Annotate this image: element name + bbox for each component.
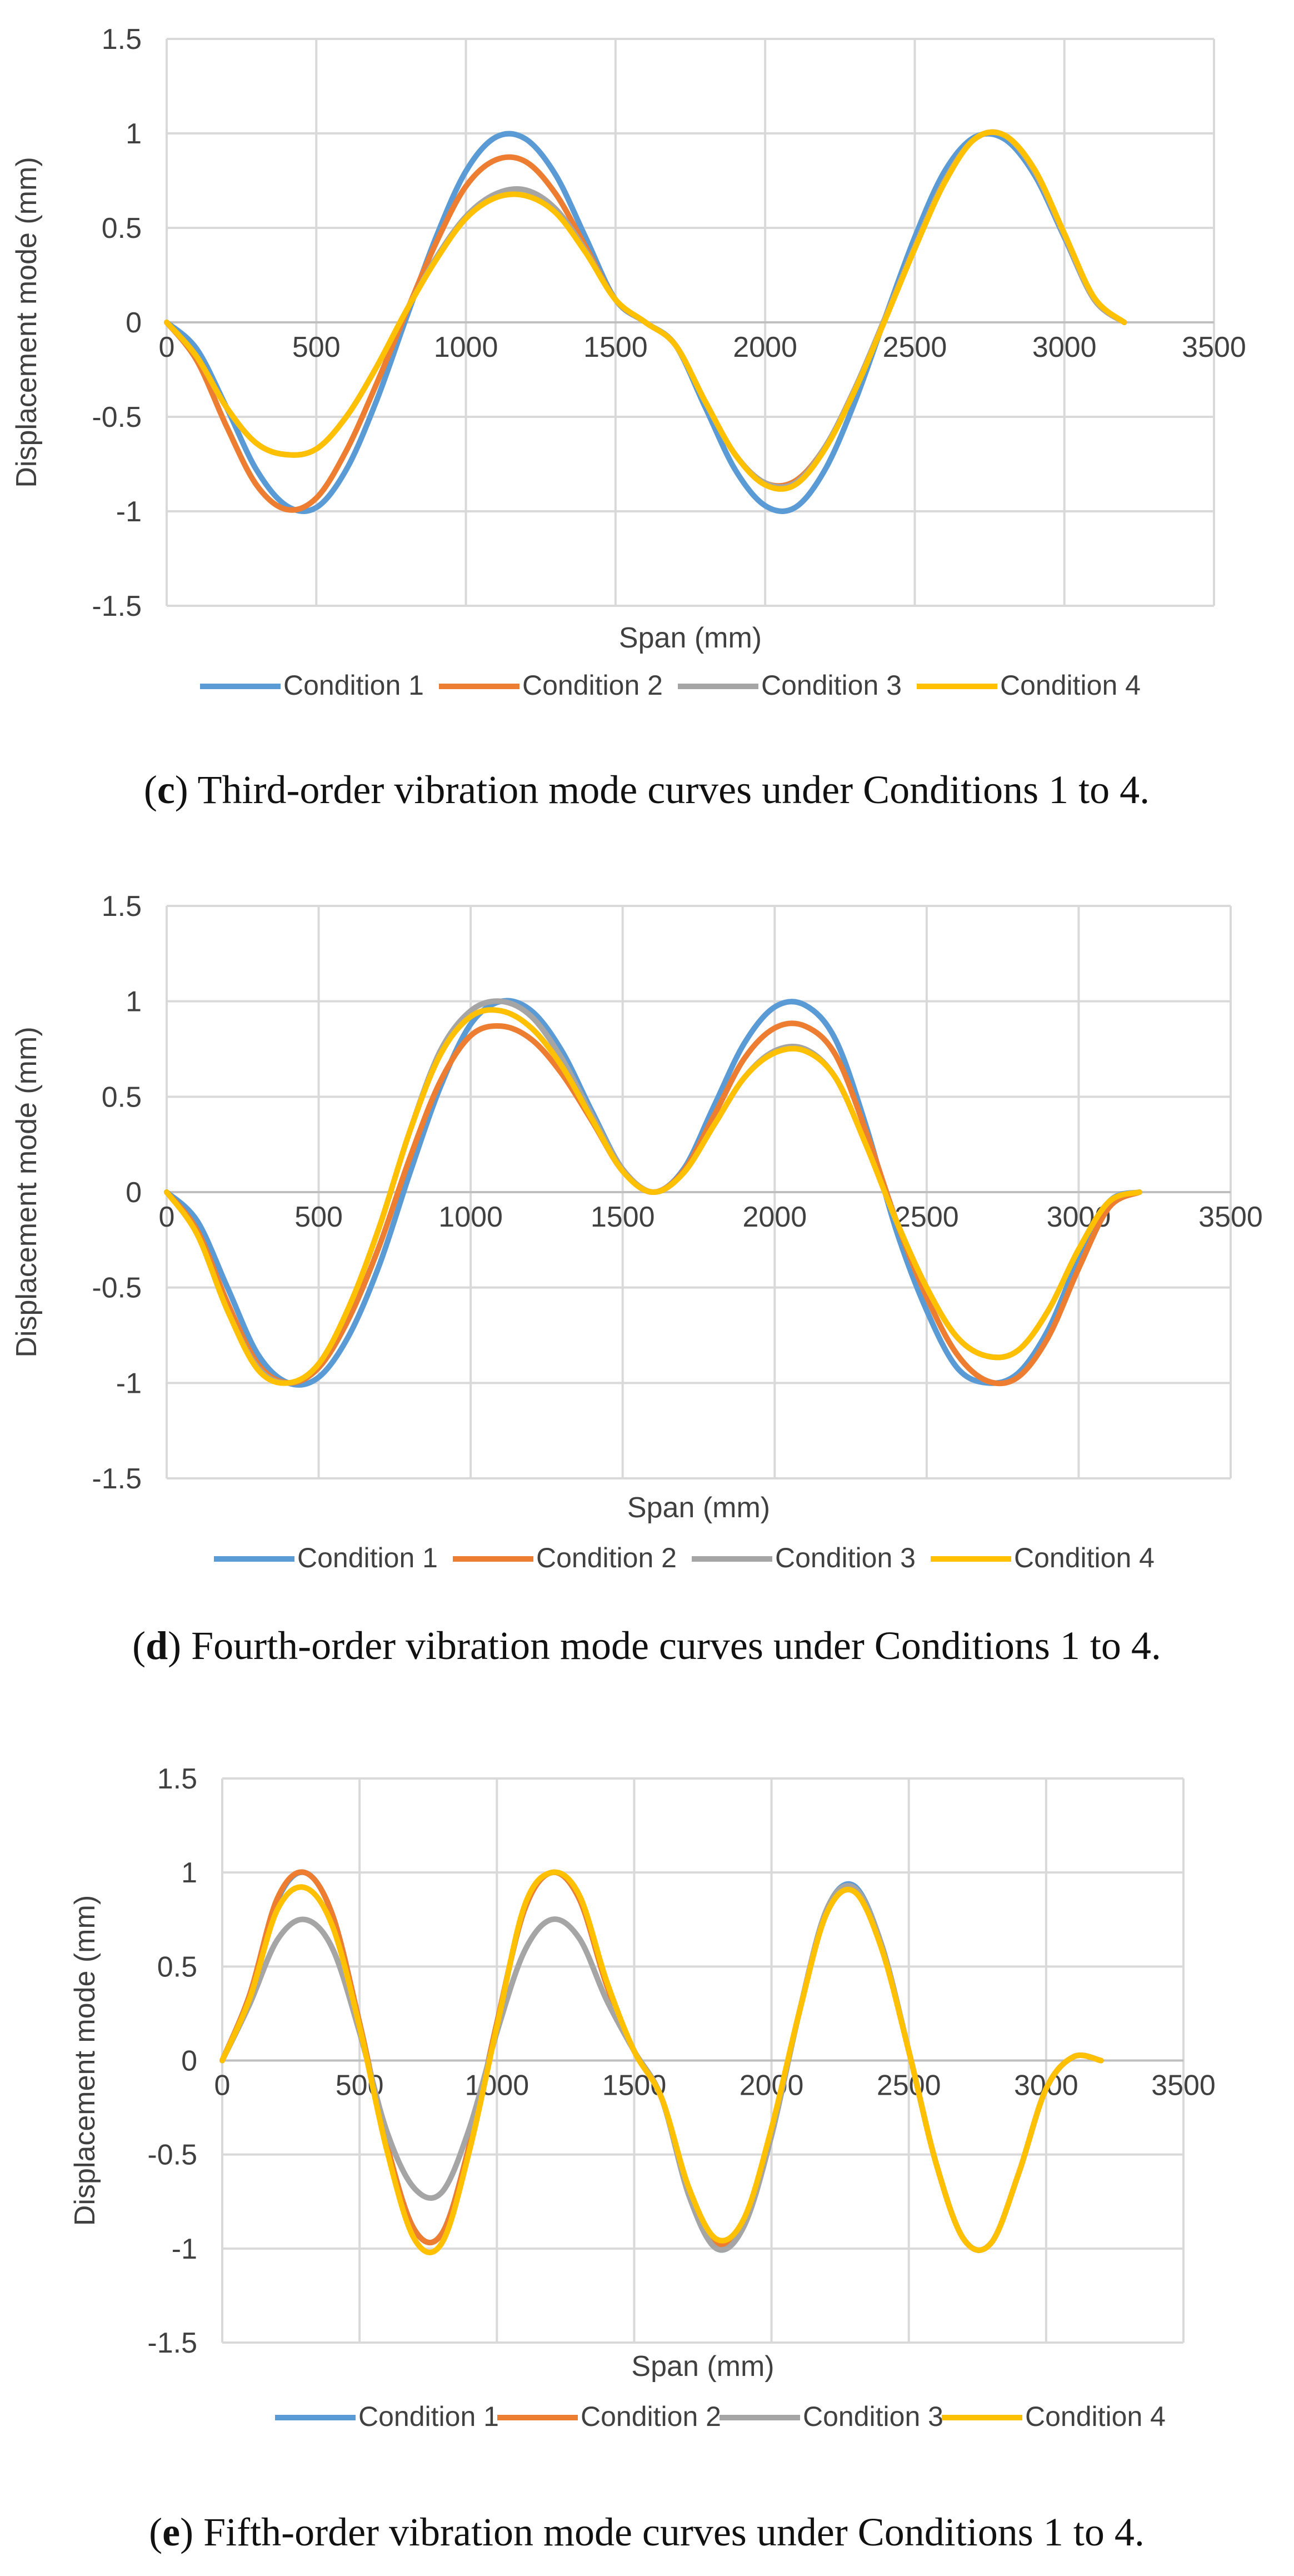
x-tick-label: 0 (159, 331, 175, 363)
legend: Condition 1 Condition 2 Condition 3 Conditi… (200, 670, 1141, 701)
x-tick-label: 500 (294, 1201, 343, 1233)
x-tick-label: 1000 (434, 331, 498, 363)
x-tick-label: 3500 (1198, 1201, 1263, 1233)
y-tick-label: 0.5 (102, 212, 142, 245)
caption-letter: d (146, 1623, 168, 1668)
chart-e: 1.510.50-0.5-1-1.50 500 1000 1500 2000 2500 30… (69, 1763, 1216, 2554)
chart-c: 1.5 1 0.5 0 -0.5 -1 -1.5 0 500 1000 1500 2000 2500 30… (11, 23, 1246, 812)
x-tick-label: 0 (214, 2070, 231, 2102)
x-tick-label: 1500 (591, 1201, 655, 1233)
figure-caption: (e) Fifth-order vibration mode curves un… (149, 2510, 1145, 2554)
y-tick-label: -1.5 (92, 590, 142, 622)
y-tick-label: -1 (172, 2233, 197, 2265)
x-tick-label: 2000 (740, 2070, 804, 2102)
y-tick-label: -1 (116, 496, 142, 528)
gridlines (166, 905, 1232, 1479)
legend-label: Condition 4 (1000, 670, 1141, 701)
legend-label: Condition 3 (775, 1542, 916, 1573)
legend: Condition 1 Condition 2 Condition 3 Conditi… (275, 2401, 1166, 2432)
chart-d: 1.510.50-0.5-1-1.50 500 1000 1500 2000 2500 30… (11, 890, 1263, 1668)
y-tick-label: 0.5 (102, 1081, 142, 1113)
series-line-condition-4 (164, 129, 1127, 492)
x-axis-title: Span (mm) (627, 1492, 770, 1524)
x-tick-label: 1500 (583, 331, 648, 363)
caption-text: Fifth-order vibration mode curves under … (193, 2510, 1145, 2554)
x-tick-label: 2500 (895, 1201, 959, 1233)
x-tick-label: 3500 (1182, 331, 1246, 363)
x-tick-label: 0 (159, 1201, 175, 1233)
legend-label: Condition 2 (522, 670, 663, 701)
y-tick-label: 1.5 (157, 1763, 197, 1795)
caption-text: Fourth-order vibration mode curves under… (181, 1623, 1161, 1668)
y-tick-label: 0.5 (157, 1951, 197, 1983)
x-tick-label: 3000 (1032, 331, 1097, 363)
y-axis-title: Displacement mode (mm) (69, 1895, 101, 2226)
legend-label: Condition 3 (803, 2401, 943, 2432)
y-tick-label: 0 (181, 2045, 197, 2077)
y-tick-label: 0 (126, 1177, 142, 1209)
y-tick-label: 1 (126, 118, 142, 150)
y-tick-label: -0.5 (92, 1272, 142, 1304)
y-tick-label: 1 (181, 1857, 197, 1889)
x-tick-label: 3500 (1151, 2070, 1216, 2102)
caption-text: Third-order vibration mode curves under … (188, 768, 1150, 812)
series-line-condition-4 (164, 1007, 1142, 1386)
figure-caption: (c) Third-order vibration mode curves un… (144, 768, 1150, 812)
legend-label: Condition 1 (283, 670, 424, 701)
caption-letter: c (157, 768, 175, 812)
y-tick-label: 1.5 (102, 890, 142, 923)
x-tick-label: 1000 (438, 1201, 503, 1233)
y-tick-label: -0.5 (92, 401, 142, 434)
legend-label: Condition 4 (1025, 2401, 1166, 2432)
y-tick-label: -1.5 (92, 1463, 142, 1495)
y-tick-label: -0.5 (147, 2139, 197, 2171)
series-group (219, 1869, 1104, 2255)
series-group (164, 129, 1127, 514)
y-tick-label: -1.5 (147, 2327, 197, 2359)
x-tick-label: 1000 (464, 2070, 529, 2102)
x-tick-label: 2000 (733, 331, 797, 363)
x-axis-title: Span (mm) (619, 622, 762, 654)
x-tick-label: 2000 (742, 1201, 807, 1233)
legend-label: Condition 3 (761, 670, 902, 701)
figure-caption: (d) Fourth-order vibration mode curves u… (132, 1623, 1161, 1668)
x-tick-label: 2500 (883, 331, 947, 363)
series-line-condition-3 (164, 129, 1127, 490)
caption-letter: e (162, 2510, 180, 2554)
y-tick-label: 1.5 (102, 23, 142, 56)
y-axis-title: Displacement mode (mm) (11, 1027, 43, 1357)
series-line-condition-4 (219, 1869, 1104, 2255)
y-tick-label: 0 (126, 307, 142, 339)
x-tick-label: 2500 (877, 2070, 941, 2102)
gridlines (166, 38, 1215, 607)
series-line-condition-3 (219, 1882, 1104, 2253)
legend-label: Condition 1 (358, 2401, 499, 2432)
legend-label: Condition 2 (581, 2401, 721, 2432)
legend-label: Condition 4 (1014, 1542, 1155, 1573)
y-tick-label: -1 (116, 1367, 142, 1399)
x-axis-title: Span (mm) (631, 2350, 774, 2383)
series-group (164, 998, 1142, 1388)
x-tick-label: 500 (292, 331, 341, 363)
legend-label: Condition 2 (536, 1542, 677, 1573)
legend: Condition 1 Condition 2 Condition 3 Conditi… (214, 1542, 1155, 1573)
y-axis-title: Displacement mode (mm) (11, 157, 43, 487)
legend-label: Condition 1 (297, 1542, 438, 1573)
y-tick-label: 1 (126, 986, 142, 1018)
